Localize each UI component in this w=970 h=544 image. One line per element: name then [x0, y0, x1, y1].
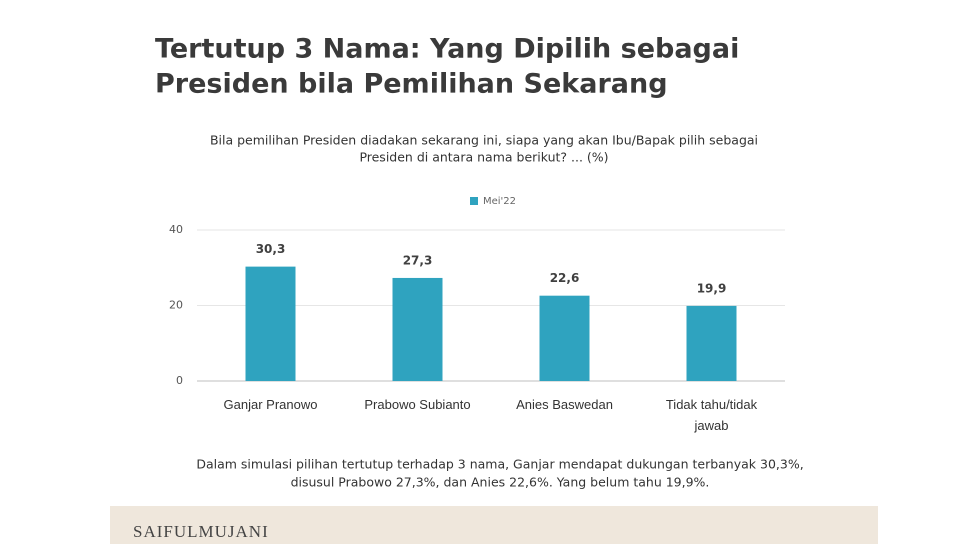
bar [539, 295, 590, 381]
y-tick-label: 0 [176, 374, 183, 387]
chart-subtitle: Bila pemilihan Presiden diadakan sekaran… [210, 133, 758, 148]
chart-subtitle: Presiden di antara nama berikut? ... (%) [359, 150, 608, 165]
bar [392, 277, 443, 381]
chart-note: disusul Prabowo 27,3%, dan Anies 22,6%. … [291, 475, 710, 490]
value-label: 27,3 [403, 253, 433, 267]
value-label: 19,9 [697, 281, 727, 295]
x-tick-label: Prabowo Subianto [364, 397, 471, 412]
footer-brand: SAIFULMUJANI [133, 522, 269, 541]
x-tick-label: Tidak tahu/tidak jawab [665, 397, 758, 433]
bar [686, 305, 737, 381]
chart-title: Presiden bila Pemilihan Sekarang [155, 69, 668, 100]
chart-title: Tertutup 3 Nama: Yang Dipilih sebagai [155, 34, 739, 65]
footer-band [110, 506, 878, 544]
value-label: 22,6 [550, 271, 580, 285]
legend-swatch [470, 197, 478, 205]
value-label: 30,3 [256, 242, 286, 256]
chart-note: Dalam simulasi pilihan tertutup terhadap… [196, 457, 803, 472]
bar [245, 266, 296, 381]
legend-label: Mei'22 [483, 196, 516, 207]
y-tick-label: 20 [169, 299, 183, 312]
y-tick-label: 40 [169, 223, 183, 236]
x-tick-label: Anies Baswedan [516, 397, 613, 412]
x-tick-label: Ganjar Pranowo [223, 397, 318, 412]
